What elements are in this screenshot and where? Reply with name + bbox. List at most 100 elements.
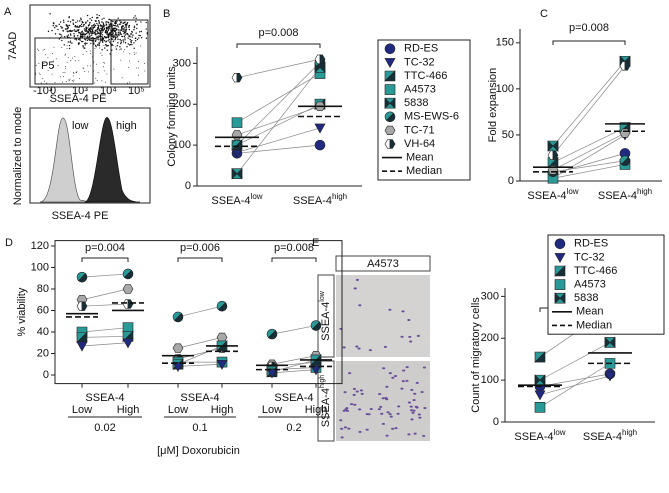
legend-label: Mean xyxy=(406,152,434,164)
cell xyxy=(422,434,426,437)
event-dot xyxy=(35,64,37,66)
event-dot xyxy=(101,41,104,43)
event-dot xyxy=(113,30,116,32)
event-dot xyxy=(101,38,104,41)
cell xyxy=(415,381,419,384)
event-dot xyxy=(94,32,96,34)
event-dot xyxy=(101,49,103,51)
event-dot xyxy=(44,48,46,50)
event-dot xyxy=(66,48,68,50)
p-value: p=0.008 xyxy=(274,242,314,254)
event-dot xyxy=(62,30,64,32)
marker-part xyxy=(386,112,396,123)
y-tick-label: 0 xyxy=(185,180,191,192)
dose-label: 0.02 xyxy=(94,422,115,434)
event-dot xyxy=(105,37,107,39)
x-tick-label: High xyxy=(117,404,140,416)
event-dot xyxy=(49,13,51,15)
event-dot xyxy=(73,33,75,35)
event-dot xyxy=(81,25,83,28)
event-dot xyxy=(82,45,84,47)
marker-part xyxy=(539,374,546,386)
event-dot xyxy=(99,35,101,38)
legend-label: 5838 xyxy=(404,97,428,109)
event-dot xyxy=(98,44,100,47)
marker-part xyxy=(124,269,134,280)
event-dot xyxy=(58,33,61,35)
event-dot xyxy=(119,49,121,51)
event-dot xyxy=(97,36,99,39)
event-dot xyxy=(81,35,83,37)
marker-part xyxy=(619,128,631,138)
marker-part xyxy=(384,43,396,55)
event-dot xyxy=(57,28,59,31)
category-text: SSEA-4 xyxy=(514,431,553,443)
event-dot xyxy=(75,26,78,28)
event-dot xyxy=(114,25,116,27)
event-dot xyxy=(103,39,106,42)
event-dot xyxy=(70,34,72,36)
event-dot xyxy=(133,42,135,44)
event-dot xyxy=(72,75,74,77)
event-dot xyxy=(79,20,81,22)
event-dot xyxy=(53,26,56,29)
marker-part xyxy=(554,292,561,304)
x-tick-label: Low xyxy=(168,404,188,416)
event-dot xyxy=(128,35,130,37)
category-sup: low xyxy=(567,187,579,196)
category-sup: low xyxy=(554,428,566,437)
event-dot xyxy=(107,44,109,47)
event-dot xyxy=(86,14,89,17)
event-dot xyxy=(135,52,137,54)
event-dot xyxy=(92,26,95,29)
data-point xyxy=(534,390,546,401)
marker-part xyxy=(172,343,184,353)
event-dot xyxy=(120,42,122,45)
event-dot xyxy=(112,32,114,34)
event-dot xyxy=(76,25,79,27)
marker-part xyxy=(389,97,396,109)
event-dot xyxy=(76,20,79,22)
event-dot xyxy=(103,35,106,38)
event-dot xyxy=(38,72,40,74)
event-dot xyxy=(65,67,67,69)
event-dot xyxy=(95,36,98,38)
legend-marker xyxy=(554,238,566,250)
event-dot xyxy=(72,23,75,26)
event-dot xyxy=(95,46,97,48)
event-dot xyxy=(83,47,85,49)
cell xyxy=(345,407,349,410)
cell xyxy=(400,335,404,338)
marker-part xyxy=(236,168,243,180)
event-dot xyxy=(120,48,122,50)
event-dot xyxy=(93,42,95,44)
event-dot xyxy=(120,21,123,23)
event-dot xyxy=(138,34,140,37)
event-dot xyxy=(63,21,65,23)
event-dot xyxy=(93,26,96,28)
event-dot xyxy=(115,21,117,24)
event-dot xyxy=(140,37,143,39)
event-dot xyxy=(92,32,94,34)
event-dot xyxy=(115,46,117,48)
event-dot xyxy=(101,36,104,38)
x-tick-label: SSEA-4high xyxy=(293,192,347,207)
event-dot xyxy=(121,77,123,79)
cell xyxy=(355,390,359,393)
event-dot xyxy=(128,44,131,46)
event-dot xyxy=(115,33,117,35)
event-dot xyxy=(67,57,69,59)
pair-link xyxy=(81,303,129,307)
event-dot xyxy=(101,27,103,30)
event-dot xyxy=(54,33,57,35)
data-point xyxy=(76,331,88,344)
pair-link xyxy=(81,288,129,301)
event-dot xyxy=(117,33,119,35)
event-dot xyxy=(139,31,141,33)
event-dot xyxy=(116,24,119,26)
histogram-label: low xyxy=(72,120,89,132)
data-point xyxy=(216,300,228,312)
legend-label: TTC-466 xyxy=(404,70,447,82)
event-dot xyxy=(90,65,92,67)
marker-part xyxy=(384,70,396,82)
